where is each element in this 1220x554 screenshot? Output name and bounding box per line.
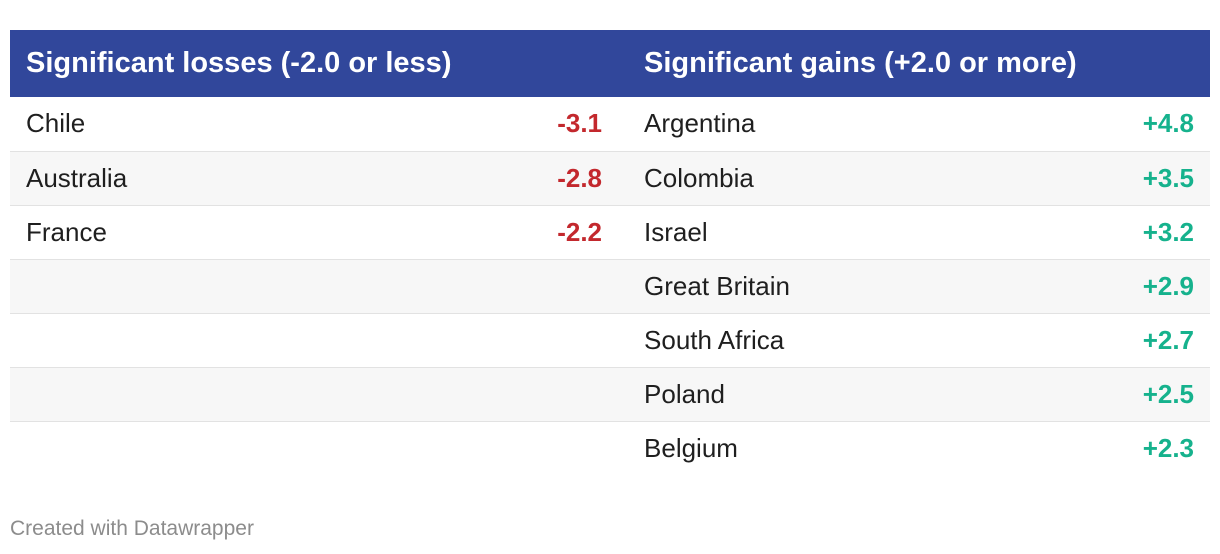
loss-country-cell	[10, 259, 450, 314]
gain-country-cell: Belgium	[644, 432, 738, 463]
changes-table: Significant losses (-2.0 or less) Signif…	[10, 30, 1211, 475]
table-row: Great Britain +2.9	[10, 259, 1211, 314]
loss-value-cell	[450, 259, 629, 314]
table-header-row: Significant losses (-2.0 or less) Signif…	[10, 30, 1211, 97]
gain-value-cell: +2.3	[1142, 432, 1195, 463]
loss-country-cell: Chile	[10, 97, 450, 152]
loss-country-cell: France	[10, 205, 450, 260]
gain-country-cell: Great Britain	[628, 259, 1069, 314]
loss-value-cell: -3.1	[450, 97, 629, 152]
loss-value-cell	[450, 367, 629, 422]
changes-table-container: Significant losses (-2.0 or less) Signif…	[10, 30, 1211, 475]
gain-country-cell: Argentina	[628, 97, 1069, 152]
gain-value-cell: +2.5	[1068, 367, 1211, 422]
gain-value-cell: +2.7	[1068, 313, 1211, 368]
gain-country-cell: Colombia	[628, 151, 1069, 206]
table-row: Belgium +2.3	[10, 421, 1211, 475]
gain-value-cell: +3.2	[1068, 205, 1211, 260]
table-row: France -2.2 Israel +3.2	[10, 205, 1211, 260]
loss-value-cell	[450, 421, 628, 475]
table-row: Australia -2.8 Colombia +3.5	[10, 151, 1211, 206]
gain-value-cell: +2.9	[1068, 259, 1211, 314]
loss-country-cell	[10, 367, 450, 422]
loss-value-cell	[450, 313, 629, 368]
gains-column-header: Significant gains (+2.0 or more)	[644, 47, 1077, 79]
losses-column-header: Significant losses (-2.0 or less)	[26, 47, 452, 79]
loss-value-cell: -2.8	[450, 151, 629, 206]
gain-value-cell: +3.5	[1068, 151, 1211, 206]
loss-country-cell	[10, 313, 450, 368]
gain-country-cell: Israel	[628, 205, 1069, 260]
loss-value-cell: -2.2	[450, 205, 629, 260]
gain-value-cell: +4.8	[1068, 97, 1211, 152]
datawrapper-credit[interactable]: Created with Datawrapper	[10, 517, 254, 540]
table-row: South Africa +2.7	[10, 313, 1211, 368]
loss-country-cell	[10, 421, 450, 475]
gain-country-cell: South Africa	[628, 313, 1069, 368]
table-row: Poland +2.5	[10, 367, 1211, 422]
loss-country-cell: Australia	[10, 151, 450, 206]
table-row: Chile -3.1 Argentina +4.8	[10, 97, 1211, 152]
gain-country-cell: Poland	[628, 367, 1069, 422]
